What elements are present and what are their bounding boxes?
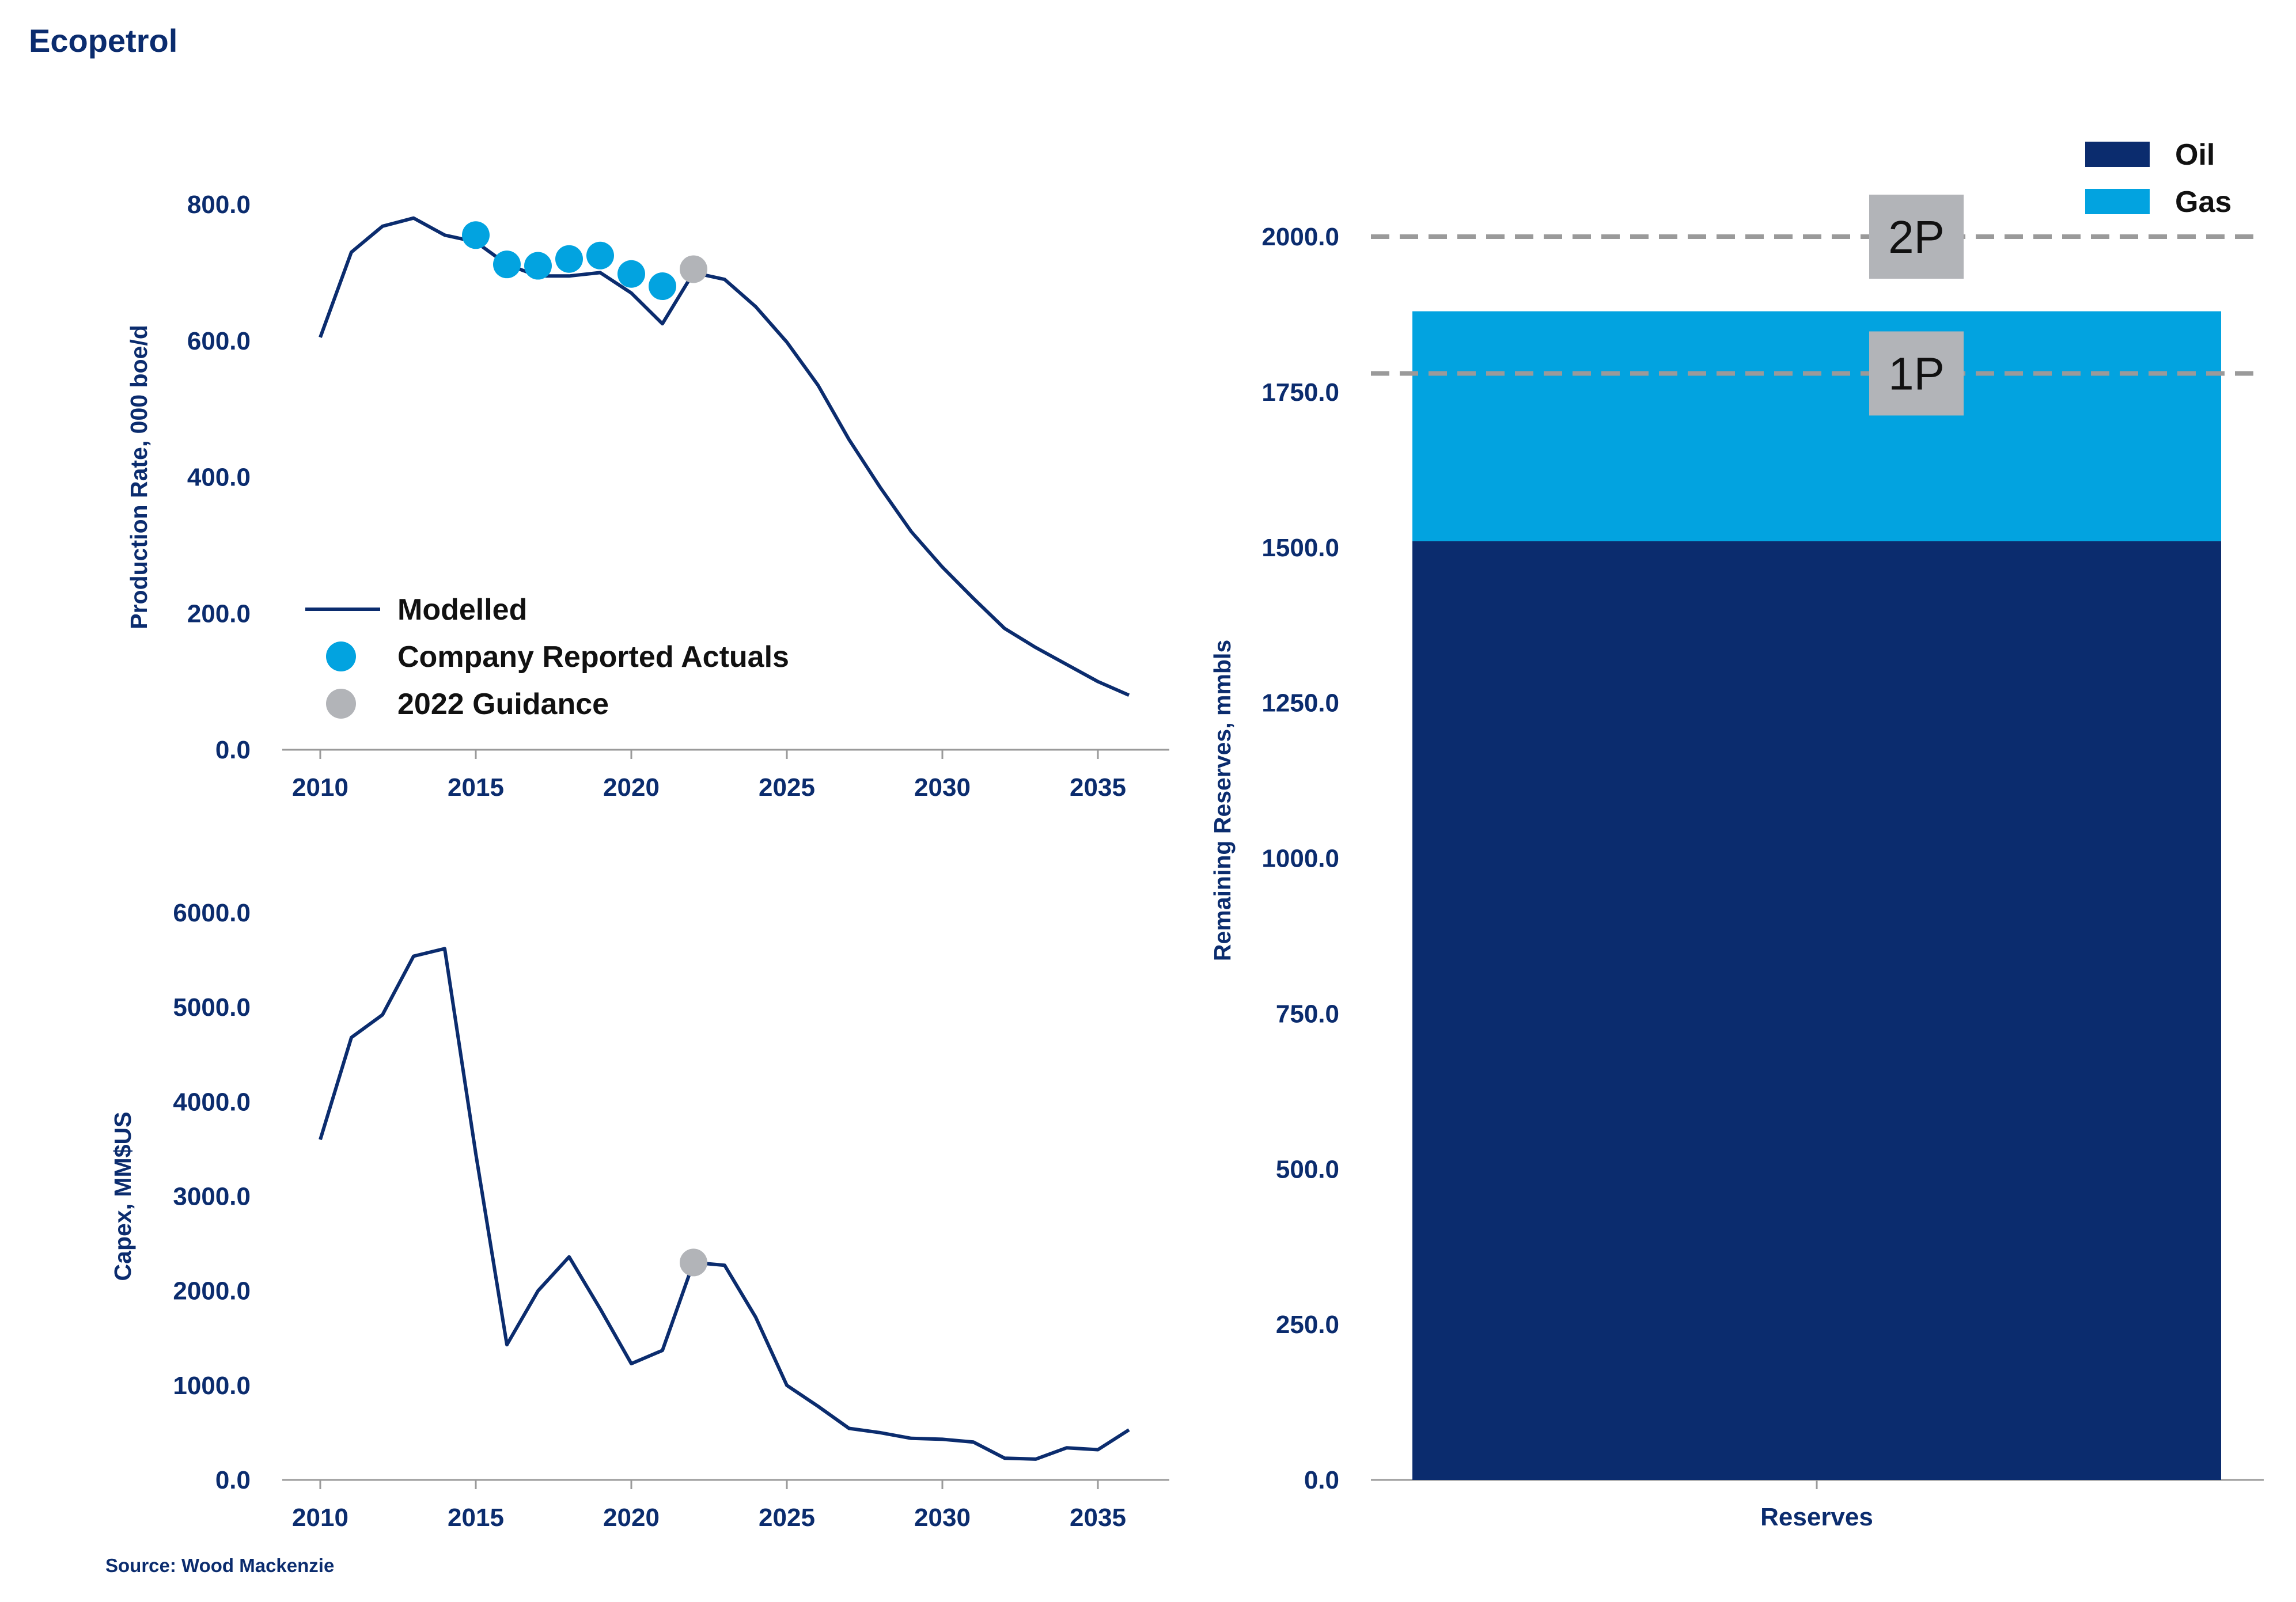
y-tick-label: 6000.0 xyxy=(173,899,251,927)
modelled-line xyxy=(320,948,1129,1459)
legend-guidance-label: 2022 Guidance xyxy=(397,688,609,721)
y-tick-label: 5000.0 xyxy=(173,993,251,1022)
y-tick-label: 200.0 xyxy=(187,599,251,628)
x-tick-label: Reserves xyxy=(1760,1503,1873,1531)
reserves-chart: Reserves 0.0 250.0 500.0 750.0 1000.0 1250.0 15… xyxy=(1198,0,2296,1602)
x-tick-label: 2025 xyxy=(759,1504,815,1532)
ref-label-1p: 1P xyxy=(1888,348,1945,399)
x-tick-label: 2025 xyxy=(759,773,815,802)
actuals-point xyxy=(617,260,645,288)
y-axis-label: Remaining Reserves, mmbls xyxy=(1209,640,1236,961)
y-tick-label: 2000.0 xyxy=(173,1277,251,1305)
actuals-point xyxy=(586,242,614,269)
actuals-point xyxy=(555,245,583,273)
source-note: Source: Wood Mackenzie xyxy=(105,1555,334,1577)
guidance-point xyxy=(680,1248,707,1276)
y-tick-label: 1000.0 xyxy=(1261,845,1339,873)
y-axis-label: Production Rate, 000 boe/d xyxy=(126,325,152,629)
oil-bar xyxy=(1412,541,2221,1480)
y-tick-label: 250.0 xyxy=(1276,1311,1339,1339)
y-tick-label: 400.0 xyxy=(187,464,251,492)
y-tick-label: 0.0 xyxy=(215,1466,251,1494)
guidance-point xyxy=(680,255,707,283)
actuals-point xyxy=(649,272,676,300)
legend-oil-swatch xyxy=(2085,142,2150,167)
actuals-point xyxy=(524,252,552,280)
y-tick-label: 1500.0 xyxy=(1261,534,1339,562)
x-tick-label: 2015 xyxy=(448,773,504,802)
gas-bar xyxy=(1412,312,2221,541)
x-tick-label: 2015 xyxy=(448,1504,504,1532)
y-tick-label: 750.0 xyxy=(1276,1000,1339,1028)
legend-actuals-label: Company Reported Actuals xyxy=(397,640,789,674)
y-tick-label: 500.0 xyxy=(1276,1155,1339,1183)
y-tick-label: 600.0 xyxy=(187,327,251,355)
legend-oil-label: Oil xyxy=(2175,138,2215,172)
x-tick-label: 2020 xyxy=(603,773,660,802)
x-tick-label: 2030 xyxy=(914,1504,971,1532)
y-tick-label: 4000.0 xyxy=(173,1088,251,1116)
y-tick-label: 1000.0 xyxy=(173,1372,251,1400)
chart-page: Ecopetrol 2010 2015 2020 2025 2030 2035 0.0 200… xyxy=(0,0,2296,1602)
x-tick-label: 2010 xyxy=(292,773,348,802)
legend-gas-label: Gas xyxy=(2175,185,2231,219)
x-tick-label: 2020 xyxy=(603,1504,660,1532)
legend-gas-swatch xyxy=(2085,189,2150,214)
actuals-point xyxy=(493,250,521,278)
y-tick-label: 1750.0 xyxy=(1261,378,1339,407)
x-tick-label: 2010 xyxy=(292,1504,348,1532)
x-tick-label: 2035 xyxy=(1070,1504,1126,1532)
actuals-point xyxy=(462,221,490,249)
y-tick-label: 3000.0 xyxy=(173,1183,251,1211)
y-tick-label: 0.0 xyxy=(215,736,251,764)
legend-modelled-label: Modelled xyxy=(397,593,527,627)
x-tick-label: 2030 xyxy=(914,773,971,802)
y-tick-label: 800.0 xyxy=(187,191,251,219)
legend-guidance-swatch xyxy=(326,689,356,719)
y-tick-label: 0.0 xyxy=(1304,1466,1339,1494)
capex-chart: 2010 2015 2020 2025 2030 2035 0.0 1000.0 2000.0 3… xyxy=(0,864,1210,1555)
legend-actuals-swatch xyxy=(326,641,356,671)
x-tick-label: 2035 xyxy=(1070,773,1126,802)
y-tick-label: 2000.0 xyxy=(1261,223,1339,251)
y-axis-label: Capex, MM$US xyxy=(109,1112,136,1281)
ref-label-2p: 2P xyxy=(1888,211,1945,263)
production-chart: 2010 2015 2020 2025 2030 2035 0.0 200.0 400.0 600… xyxy=(0,0,1210,841)
y-tick-label: 1250.0 xyxy=(1261,689,1339,718)
